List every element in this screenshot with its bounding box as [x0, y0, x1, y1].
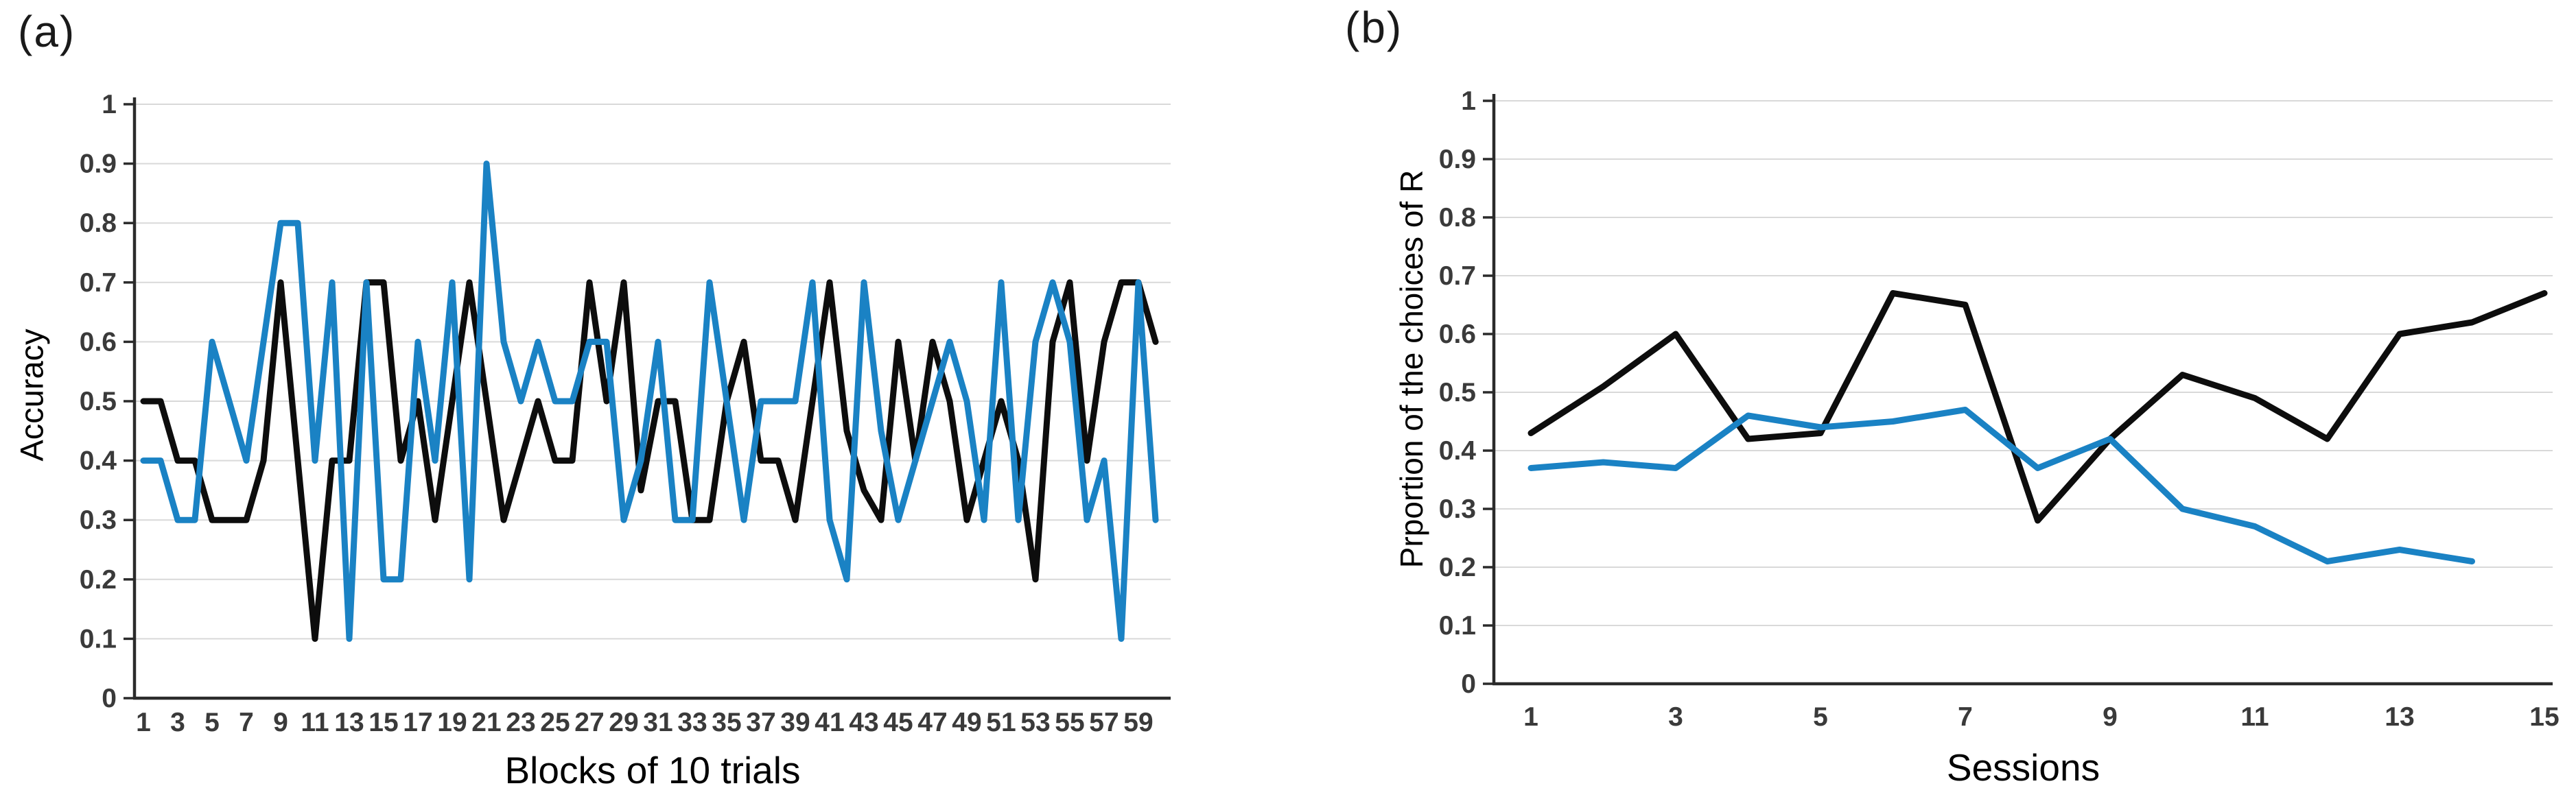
- x-tick-label: 19: [437, 708, 467, 737]
- y-tick-label: 0.7: [80, 268, 117, 298]
- x-tick-label: 27: [574, 708, 604, 737]
- y-tick-label: 0.9: [1439, 145, 1476, 174]
- x-tick-label: 37: [746, 708, 775, 737]
- y-tick-label: 1: [102, 90, 117, 119]
- x-tick-label: 29: [609, 708, 638, 737]
- y-tick-label: 0.9: [80, 150, 117, 179]
- panel-label-b: (b): [1345, 3, 1403, 52]
- x-tick-label: 17: [403, 708, 432, 737]
- x-tick-label: 11: [301, 708, 329, 737]
- x-tick-label: 15: [368, 708, 398, 737]
- x-tick-label: 51: [986, 708, 1016, 737]
- x-tick-label: 23: [506, 708, 535, 737]
- x-tick-label: 13: [2385, 702, 2414, 732]
- x-tick-label: 15: [2529, 702, 2559, 732]
- y-tick-label: 0.2: [1439, 553, 1476, 582]
- y-tick-label: 0.5: [1439, 378, 1476, 407]
- panel-label-a: (a): [18, 7, 76, 56]
- x-tick-label: 55: [1055, 708, 1084, 737]
- x-tick-label: 43: [849, 708, 878, 737]
- y-tick-label: 1: [1461, 86, 1476, 116]
- x-tick-label: 9: [2103, 702, 2118, 732]
- x-tick-label: 25: [540, 708, 570, 737]
- x-tick-label: 33: [677, 708, 707, 737]
- line-chart-proportion-r: 00.10.20.30.40.50.60.70.80.911 3 5 7 9 11 13 15: [1439, 86, 2560, 732]
- y-tick-label: 0.1: [1439, 611, 1476, 641]
- x-tick-label: 5: [204, 708, 220, 737]
- x-tick-label: 49: [952, 708, 981, 737]
- x-tick-label: 35: [712, 708, 741, 737]
- x-axis-title-b: Sessions: [1946, 746, 2100, 789]
- series-line-black: [1527, 290, 2548, 524]
- x-tick-label: 41: [815, 708, 844, 737]
- y-tick-label: 0.6: [1439, 320, 1476, 349]
- y-tick-label: 0.1: [80, 624, 117, 654]
- line-chart-accuracy: 00.10.20.30.40.50.60.70.80.911 3 5 7 9 11 13 15…: [80, 90, 1171, 737]
- figure-panel-a: (a) Accuracy 0 0.1 0.2 0.3 0.4 0.5 0.6 0.7 0.8 0.…: [0, 0, 1242, 799]
- y-tick-label: 0: [1461, 669, 1476, 699]
- y-tick-label: 0.7: [1439, 261, 1476, 291]
- y-tick-label: 0.5: [80, 387, 117, 416]
- x-tick-label: 1: [136, 708, 151, 737]
- x-tick-label: 3: [170, 708, 185, 737]
- x-tick-label: 3: [1668, 702, 1683, 732]
- y-tick-label: 0.6: [80, 327, 117, 357]
- x-tick-label: 7: [239, 708, 254, 737]
- x-tick-label: 13: [334, 708, 364, 737]
- y-tick-label: 0: [102, 684, 117, 713]
- x-tick-label: 39: [780, 708, 810, 737]
- y-tick-label: 0.3: [1439, 494, 1476, 524]
- y-tick-label: 0.4: [80, 446, 117, 476]
- x-tick-label: 1: [1523, 702, 1538, 732]
- x-tick-label: 47: [917, 708, 947, 737]
- figure-panel-b: (b) Prportion of the choices of R 0 0.1 0.…: [1242, 0, 2576, 799]
- x-axis-title-a: Blocks of 10 trials: [504, 749, 801, 791]
- x-tick-label: 9: [273, 708, 288, 737]
- x-tick-label: 11: [2240, 702, 2269, 732]
- x-tick-label: 5: [1813, 702, 1828, 732]
- y-tick-label: 0.3: [80, 505, 117, 535]
- x-tick-label: 59: [1123, 708, 1153, 737]
- x-tick-label: 57: [1089, 708, 1119, 737]
- x-tick-label: 31: [643, 708, 672, 737]
- x-tick-label: 7: [1958, 702, 1973, 732]
- x-tick-label: 45: [883, 708, 913, 737]
- x-tick-label: 53: [1020, 708, 1050, 737]
- series-line-blue: [1527, 407, 2475, 564]
- y-tick-label: 0.4: [1439, 436, 1477, 466]
- y-tick-label: 0.8: [80, 208, 117, 238]
- series-line-blue: [140, 160, 1159, 642]
- y-tick-label: 0.2: [80, 565, 117, 595]
- x-tick-label: 21: [471, 708, 501, 737]
- y-tick-label: 0.8: [1439, 203, 1476, 232]
